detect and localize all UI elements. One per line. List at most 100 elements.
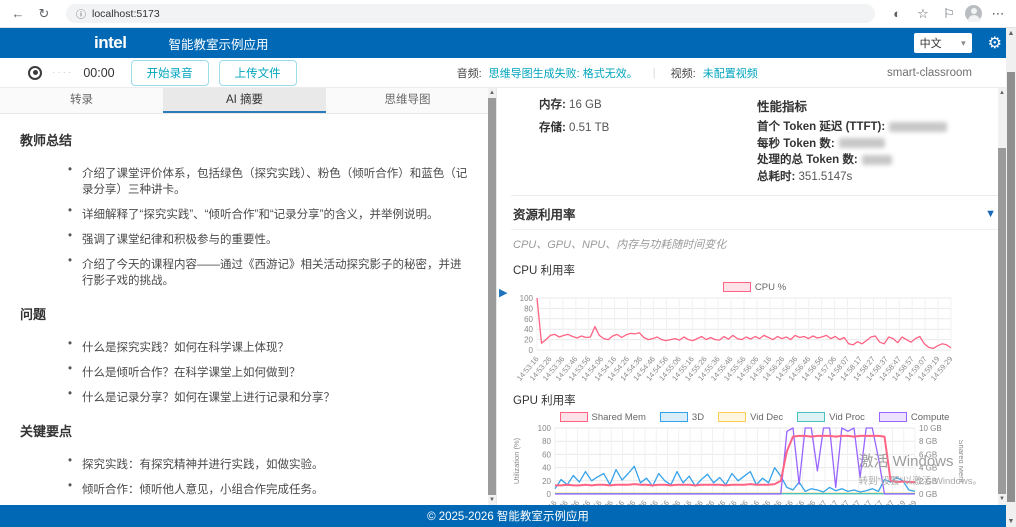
svg-text:6 GB: 6 GB: [919, 450, 937, 459]
memory-value: 16 GB: [569, 99, 602, 111]
url-text: localhost:5173: [92, 7, 160, 20]
storage-info: 存储: 0.51 TB: [539, 119, 757, 135]
project-name: smart-classroom: [887, 66, 972, 79]
gpu-chart-title: GPU 利用率: [513, 395, 576, 407]
scrollbar-thumb[interactable]: [998, 148, 1006, 494]
legend-label: Vid Dec: [750, 411, 784, 423]
svg-text:20: 20: [524, 336, 533, 345]
legend-item-3D[interactable]: 3D: [659, 411, 705, 423]
metric-line: 首个 Token 延迟 (TTFT):: [757, 121, 948, 134]
video-status-label: 视频:: [670, 67, 696, 80]
upload-file-button[interactable]: 上传文件: [218, 59, 297, 86]
summary-item: 倾听合作：倾听他人意见，小组合作完成任务。: [68, 480, 469, 497]
metric-label: 处理的总 Token 数:: [757, 154, 858, 166]
left-panel-scrollbar[interactable]: ▲ ▼: [488, 88, 496, 505]
cpu-chart: CPU 利用率 CPU % 0 20 40 60 80 100 14:53:16 14:53:…: [511, 262, 998, 390]
resource-subtitle: CPU、GPU、NPU、内存与功耗随时间变化: [511, 229, 998, 260]
svg-text:100: 100: [520, 294, 534, 303]
metric-line: 处理的总 Token 数:: [757, 154, 947, 167]
chevron-down-icon: ▾: [961, 37, 966, 48]
series-3D: [554, 465, 916, 493]
metric-label: 总耗时:: [757, 170, 796, 183]
favorites-star-icon[interactable]: ☆: [917, 5, 929, 21]
svg-text:2 GB: 2 GB: [919, 477, 937, 486]
ai-summary-content: 教师总结介绍了课堂评价体系，包括绿色（探究实践）、粉色（倾听合作）和蓝色（记录分…: [0, 114, 489, 505]
metrics-panel: 内存: 16 GB 存储: 0.51 TB 性能指标 首个 Token 延迟 (…: [497, 88, 1016, 505]
summary-item: 什么是探究实践？如何在科学课上体现？: [68, 338, 469, 355]
resource-section-header: 资源利用率 ▼: [511, 196, 998, 229]
tab-思维导图[interactable]: 思维导图: [384, 94, 431, 106]
profile-avatar[interactable]: [965, 5, 982, 22]
legend-item-Compute[interactable]: Compute: [878, 411, 950, 423]
legend-item-Vid Proc[interactable]: Vid Proc: [797, 412, 865, 423]
split-screen-icon[interactable]: ◐: [893, 6, 901, 21]
scroll-up-icon[interactable]: ▲: [999, 90, 1005, 96]
memory-label: 内存:: [539, 99, 566, 111]
site-info-icon[interactable]: ⓘ: [76, 10, 86, 21]
browser-scrollbar[interactable]: ▲ ▼: [1006, 28, 1016, 527]
browser-back-icon[interactable]: ←: [11, 6, 25, 21]
svg-text:80: 80: [524, 304, 533, 313]
gpu-utilization-svg: 02040608010014:53:1614:53:2614:53:3614:5…: [512, 424, 966, 505]
section-list: 介绍了课堂评价体系，包括绿色（探究实践）、粉色（倾听合作）和蓝色（记录分享）三种…: [68, 164, 469, 288]
svg-text:Utilization (%): Utilization (%): [512, 437, 521, 484]
metric-label: 每秒 Token 数:: [757, 137, 835, 150]
scroll-down-icon[interactable]: ▼: [489, 497, 495, 503]
settings-gear-icon[interactable]: ⚙: [987, 35, 1002, 52]
legend-label: 3D: [691, 411, 705, 423]
metric-line: 每秒 Token 数:: [757, 138, 947, 151]
record-icon[interactable]: [28, 65, 42, 80]
legend-swatch: [878, 412, 907, 422]
metric-line: 总耗时: 351.5147s: [757, 171, 947, 184]
panel-expand-arrow[interactable]: ▶: [499, 287, 508, 299]
legend-swatch: [722, 282, 751, 292]
svg-text:14:53:16: 14:53:16: [533, 499, 559, 505]
legend-swatch: [718, 412, 747, 422]
series-CPU %: [536, 297, 952, 350]
record-timer: 00:00: [83, 65, 115, 80]
browser-menu-icon[interactable]: ⋯: [991, 5, 1005, 21]
app-header: intel 智能教室示例应用 中文 ▾ ⚙: [0, 28, 1016, 58]
summary-item: 介绍了课堂评价体系，包括绿色（探究实践）、粉色（倾听合作）和蓝色（记录分享）三种…: [68, 164, 469, 197]
summary-item: 什么是倾听合作？在科学课堂上如何做到？: [68, 363, 469, 380]
storage-value: 0.51 TB: [569, 122, 610, 134]
language-select[interactable]: 中文 ▾: [913, 33, 972, 53]
right-panel-scrollbar[interactable]: ▲ ▼: [998, 88, 1006, 505]
scroll-down-icon[interactable]: ▼: [1007, 518, 1015, 525]
section-title: 问题: [20, 307, 47, 322]
svg-text:40: 40: [524, 325, 533, 334]
legend-swatch: [659, 412, 688, 422]
legend-item-Shared Mem[interactable]: Shared Mem: [559, 411, 646, 423]
svg-text:0: 0: [529, 346, 534, 355]
tab-转录[interactable]: 转录: [70, 94, 93, 106]
legend-item-Vid Dec[interactable]: Vid Dec: [718, 412, 783, 423]
scroll-up-icon[interactable]: ▲: [489, 90, 495, 96]
legend-swatch: [797, 412, 826, 422]
section-list: 什么是探究实践？如何在科学课上体现？ 什么是倾听合作？在科学课堂上如何做到？ 什么是…: [68, 338, 469, 405]
address-bar[interactable]: ⓘ localhost:5173: [66, 4, 875, 23]
scroll-down-icon[interactable]: ▼: [999, 496, 1005, 502]
start-recording-button[interactable]: 开始录音: [130, 59, 209, 86]
memory-info: 内存: 16 GB: [539, 96, 757, 112]
tab-AI 摘要[interactable]: AI 摘要: [163, 88, 326, 113]
cpu-chart-plot: 0 20 40 60 80 100 14:53:16 14:53:26 14:53:36 14:5…: [511, 294, 998, 390]
svg-text:0 GB: 0 GB: [919, 490, 937, 499]
svg-text:Shared Mem: Shared Mem: [957, 440, 963, 483]
video-status-value: 未配置视频: [702, 67, 758, 80]
collapse-section-icon[interactable]: ▼: [985, 207, 996, 220]
legend-label: Shared Mem: [591, 411, 646, 423]
svg-text:100: 100: [538, 424, 552, 433]
legend-item-CPU %[interactable]: CPU %: [722, 282, 786, 293]
scroll-up-icon[interactable]: ▲: [1007, 30, 1015, 37]
legend-label: Compute: [910, 411, 950, 423]
browser-refresh-icon[interactable]: ↻: [38, 5, 50, 21]
app-title: 智能教室示例应用: [168, 37, 269, 52]
language-value: 中文: [919, 38, 942, 50]
recording-toolbar: ···· 00:00 开始录音 上传文件 音频: 思维导图生成失败: 格式无效。…: [0, 58, 1016, 88]
collections-icon[interactable]: ⚐: [943, 5, 955, 21]
scrollbar-thumb[interactable]: [488, 98, 496, 495]
cpu-chart-legend: CPU %: [511, 280, 998, 294]
scrollbar-thumb[interactable]: [1007, 72, 1015, 502]
media-status: 音频: 思维导图生成失败: 格式无效。 | 视频: 未配置视频: [457, 65, 758, 81]
